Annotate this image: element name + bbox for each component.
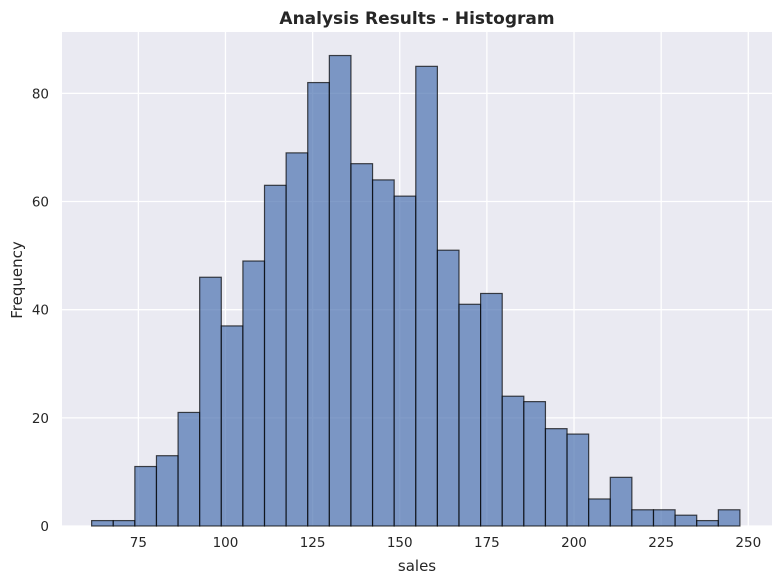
histogram-bar <box>523 401 547 527</box>
histogram-bar <box>609 476 633 527</box>
histogram-bar <box>631 509 655 527</box>
x-tick-label: 225 <box>648 535 674 551</box>
x-tick-label: 200 <box>561 535 587 551</box>
histogram-bar <box>242 260 266 527</box>
y-axis-label: Frequency <box>8 241 26 319</box>
histogram-bar <box>350 163 374 527</box>
y-tick-label: 0 <box>40 519 49 535</box>
histogram-bars <box>91 54 741 527</box>
histogram-bar <box>307 81 330 527</box>
x-tick-label: 125 <box>300 535 326 551</box>
histogram-bar <box>112 519 136 527</box>
x-tick-label: 250 <box>735 535 761 551</box>
histogram-bar <box>480 292 503 527</box>
histogram-bar <box>91 519 114 527</box>
histogram-bar <box>371 179 395 527</box>
y-tick-label: 40 <box>32 303 49 319</box>
y-tick-labels: 0 20 40 60 80 <box>32 86 49 535</box>
y-tick-label: 20 <box>32 411 49 427</box>
histogram-bar <box>458 303 482 527</box>
histogram-bar <box>652 509 676 527</box>
histogram-bar <box>199 276 222 527</box>
histogram-bar <box>177 411 201 527</box>
x-tick-label: 75 <box>130 535 147 551</box>
histogram-bar <box>155 455 179 527</box>
histogram-bar <box>134 465 158 527</box>
y-tick-label: 60 <box>32 195 49 211</box>
histogram-bar <box>588 498 611 527</box>
x-tick-label: 150 <box>387 535 413 551</box>
histogram-bar <box>717 509 741 527</box>
histogram-bar <box>436 249 460 527</box>
y-tick-label: 80 <box>32 86 49 102</box>
histogram-bar <box>674 514 698 527</box>
histogram-bar <box>263 184 287 527</box>
x-tick-label: 175 <box>474 535 500 551</box>
histogram-bar <box>544 428 568 527</box>
x-tick-label: 100 <box>213 535 239 551</box>
x-axis-label: sales <box>398 557 436 575</box>
chart-title: Analysis Results - Histogram <box>279 9 554 29</box>
histogram-bar <box>220 325 244 527</box>
histogram-bar <box>566 433 590 527</box>
histogram-bar <box>415 65 438 527</box>
histogram-bar <box>696 519 719 527</box>
x-tick-labels: 75 100 125 150 175 200 225 250 <box>130 535 761 551</box>
histogram-bar <box>501 395 525 527</box>
histogram-bar <box>328 54 352 527</box>
histogram-bar <box>285 152 309 527</box>
histogram-bar <box>393 195 417 527</box>
